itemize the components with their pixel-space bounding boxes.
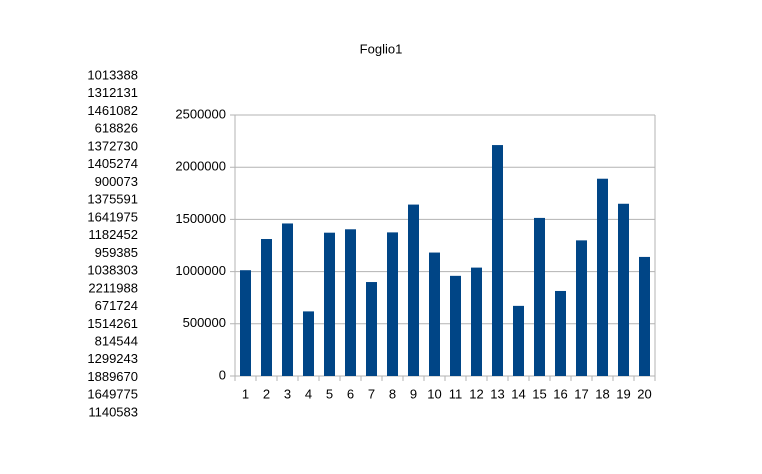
x-tick-label: 8 [389, 386, 396, 401]
x-tick-label: 1 [242, 386, 249, 401]
bar [261, 239, 272, 376]
bar [324, 232, 335, 376]
bar [303, 311, 314, 376]
legend-entry: 1312131 [87, 85, 138, 100]
bar [618, 203, 629, 376]
bar [597, 178, 608, 376]
legend-entry: 1375591 [87, 192, 138, 207]
legend-entry: 618826 [95, 121, 138, 136]
x-tick-label: 5 [326, 386, 333, 401]
bar [576, 240, 587, 376]
x-tick-label: 20 [637, 386, 651, 401]
chart-title: Foglio1 [360, 41, 403, 56]
y-tick-label: 0 [219, 367, 226, 382]
legend-entry: 671724 [95, 298, 138, 313]
bar [345, 229, 356, 376]
bar [492, 145, 503, 376]
x-tick-label: 3 [284, 386, 291, 401]
legend-entry: 1461082 [87, 103, 138, 118]
x-tick-label: 2 [263, 386, 270, 401]
bar [639, 256, 650, 376]
legend-entry: 1405274 [87, 156, 138, 171]
x-tick-label: 12 [469, 386, 483, 401]
x-tick-label: 17 [574, 386, 588, 401]
bar [534, 217, 545, 376]
legend-entry: 1889670 [87, 369, 138, 384]
x-tick-label: 7 [368, 386, 375, 401]
legend-entry: 1649775 [87, 387, 138, 402]
bar [513, 305, 524, 376]
legend-entry: 1013388 [87, 67, 138, 82]
bar [429, 252, 440, 376]
bar [450, 275, 461, 376]
bar [282, 223, 293, 376]
x-tick-label: 6 [347, 386, 354, 401]
y-tick-label: 1000000 [175, 263, 226, 278]
x-tick-label: 16 [553, 386, 567, 401]
legend-entry: 1372730 [87, 138, 138, 153]
x-tick-label: 9 [410, 386, 417, 401]
x-tick-label: 11 [449, 386, 463, 401]
x-tick-label: 10 [427, 386, 441, 401]
y-tick-label: 2500000 [175, 106, 226, 121]
legend-entry: 959385 [95, 245, 138, 260]
x-tick-label: 15 [532, 386, 546, 401]
legend-entry: 1182452 [88, 227, 138, 242]
legend-entry: 814544 [95, 333, 138, 348]
bar [387, 232, 398, 376]
y-tick-label: 500000 [183, 315, 226, 330]
legend-entry: 1038303 [87, 263, 138, 278]
legend-entry: 1641975 [87, 209, 138, 224]
x-tick-label: 18 [595, 386, 609, 401]
legend-entry: 2211988 [88, 280, 138, 295]
x-tick-label: 19 [616, 386, 630, 401]
x-tick-label: 14 [511, 386, 525, 401]
legend-entry: 900073 [95, 174, 138, 189]
legend-entry: 1299243 [87, 351, 138, 366]
legend-entry: 1514261 [87, 316, 138, 331]
legend-entry: 1140583 [88, 404, 138, 419]
bar [555, 290, 566, 376]
y-tick-label: 2000000 [175, 159, 226, 174]
bar [240, 270, 251, 376]
bar [471, 267, 482, 376]
x-tick-label: 13 [490, 386, 504, 401]
x-tick-label: 4 [305, 386, 312, 401]
bar [408, 204, 419, 376]
bar [366, 282, 377, 376]
y-tick-label: 1500000 [175, 211, 226, 226]
